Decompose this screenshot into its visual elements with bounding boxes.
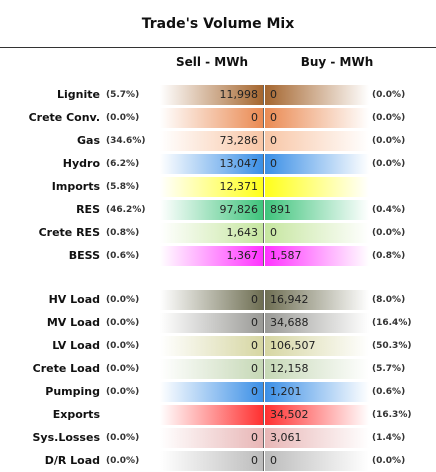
buy-cell: 0 [265,108,369,128]
buy-cell [265,177,369,197]
buy-cell: 0 [265,223,369,243]
sell-percent: (0.0%) [106,318,140,328]
row-label: Imports [51,180,100,193]
sell-cell: 97,826 [160,200,264,220]
buy-cell: 0 [265,131,369,151]
buy-percent: (0.6%) [372,387,406,397]
sell-percent: (0.0%) [106,113,140,123]
sell-cell: 0 [160,428,264,448]
buy-cell: 34,688 [265,313,369,333]
sell-percent: (0.0%) [106,364,140,374]
sell-cell: 1,367 [160,246,264,266]
row-label: LV Load [52,339,100,352]
buy-percent: (1.4%) [372,433,406,443]
sell-percent: (0.0%) [106,387,140,397]
buy-cell: 16,942 [265,290,369,310]
sell-percent: (5.7%) [106,90,140,100]
sell-percent: (34.6%) [106,136,146,146]
buy-percent: (0.0%) [372,136,406,146]
sell-percent: (6.2%) [106,159,140,169]
buy-percent: (0.0%) [372,456,406,466]
sell-cell: 12,371 [160,177,264,197]
buy-cell: 3,061 [265,428,369,448]
row-label: HV Load [48,293,100,306]
buy-cell: 0 [265,85,369,105]
row-label: Crete RES [38,226,100,239]
buy-percent: (5.7%) [372,364,406,374]
title-rule [0,47,436,48]
buy-percent: (0.8%) [372,251,406,261]
buy-percent: (0.0%) [372,90,406,100]
sell-cell [160,405,264,425]
row-label: BESS [68,249,100,262]
buy-percent: (0.0%) [372,159,406,169]
buy-cell: 34,502 [265,405,369,425]
buy-header: Buy - MWh [300,55,374,69]
buy-cell: 891 [265,200,369,220]
buy-cell: 106,507 [265,336,369,356]
row-label: Exports [52,408,100,421]
sell-header: Sell - MWh [175,55,249,69]
buy-percent: (0.0%) [372,113,406,123]
sell-cell: 0 [160,313,264,333]
buy-cell: 0 [265,154,369,174]
sell-percent: (0.0%) [106,295,140,305]
sell-cell: 1,643 [160,223,264,243]
buy-cell: 1,201 [265,382,369,402]
row-label: MV Load [46,316,100,329]
buy-percent: (16.3%) [372,410,412,420]
row-label: Hydro [62,157,100,170]
row-label: Lignite [57,88,100,101]
row-label: D/R Load [44,454,100,467]
sell-cell: 0 [160,336,264,356]
sell-percent: (0.6%) [106,251,140,261]
buy-percent: (0.0%) [372,228,406,238]
row-label: Pumping [45,385,100,398]
sell-percent: (0.8%) [106,228,140,238]
sell-cell: 11,998 [160,85,264,105]
buy-percent: (8.0%) [372,295,406,305]
sell-percent: (0.0%) [106,433,140,443]
buy-cell: 0 [265,451,369,471]
row-label: RES [76,203,100,216]
sell-cell: 13,047 [160,154,264,174]
sell-cell: 73,286 [160,131,264,151]
title: Trade's Volume Mix [141,16,295,32]
sell-cell: 0 [160,108,264,128]
buy-percent: (50.3%) [372,341,412,351]
sell-cell: 0 [160,290,264,310]
row-label: Sys.Losses [32,431,101,444]
buy-percent: (0.4%) [372,205,406,215]
row-label: Crete Load [32,362,100,375]
buy-cell: 12,158 [265,359,369,379]
sell-percent: (0.0%) [106,456,140,466]
sell-cell: 0 [160,382,264,402]
buy-cell: 1,587 [265,246,369,266]
row-label: Crete Conv. [28,111,100,124]
sell-percent: (0.0%) [106,341,140,351]
sell-percent: (5.8%) [106,182,140,192]
sell-cell: 0 [160,359,264,379]
sell-cell: 0 [160,451,264,471]
buy-percent: (16.4%) [372,318,412,328]
sell-percent: (46.2%) [106,205,146,215]
row-label: Gas [77,134,100,147]
